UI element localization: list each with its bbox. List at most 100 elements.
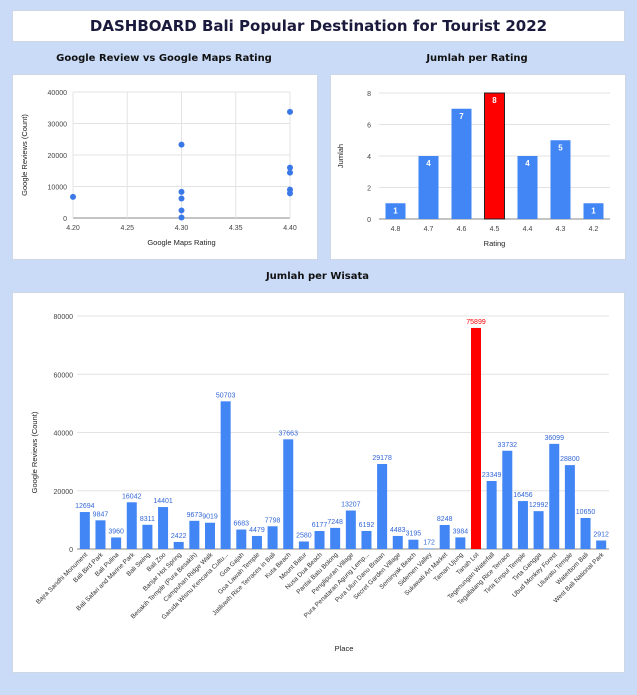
wisata-bar-label: 16456: [513, 492, 533, 499]
dashboard-title: DASHBOARD Bali Popular Destination for T…: [89, 17, 548, 35]
wisata-bar-label: 9673: [187, 512, 203, 519]
scatter-point: [70, 193, 76, 200]
wisata-bar-label: 6683: [234, 521, 250, 528]
wisata-xaxis-label: Place: [335, 644, 354, 653]
scatter-point: [287, 164, 293, 171]
wisata-bar-label: 6192: [359, 522, 375, 529]
rating-ytick-label: 2: [367, 186, 371, 193]
rating-bar: [550, 140, 571, 219]
rating-ytick-label: 8: [367, 91, 371, 98]
wisata-bar: [377, 464, 388, 549]
wisata-bar: [471, 327, 481, 549]
wisata-bar-label: 8311: [140, 516, 155, 523]
wisata-bar-label: 9019: [202, 514, 218, 521]
wisata-bar-label: 13207: [341, 502, 361, 509]
rating-bar: [484, 92, 505, 220]
wisata-bar-label: 2580: [296, 532, 312, 539]
wisata-yaxis-label: Google Reviews (Count): [30, 411, 39, 493]
wisata-bar: [251, 535, 262, 549]
wisata-bar: [486, 480, 497, 549]
wisata-bar-label: 14401: [153, 498, 173, 505]
wisata-bar: [580, 517, 591, 549]
wisata-bar: [79, 512, 90, 549]
wisata-bar: [267, 526, 278, 549]
wisata-bar-label: 23349: [482, 472, 502, 479]
wisata-ytick-label: 80000: [54, 314, 74, 321]
wisata-bar: [392, 535, 403, 549]
scatter-point: [178, 207, 185, 214]
wisata-bar-label: 10650: [576, 509, 596, 516]
scatter-xtick-label: 4.35: [229, 225, 243, 232]
wisata-bar: [205, 522, 215, 549]
rating-xtick-label: 4.2: [589, 226, 599, 233]
wisata-bar: [236, 529, 247, 549]
wisata-bar: [345, 510, 356, 549]
wisata-bar-label: 9847: [93, 511, 109, 518]
wisata-bar: [111, 537, 122, 549]
wisata-bar-label: 33732: [498, 442, 518, 449]
wisata-bar: [314, 531, 325, 549]
scatter-xtick-label: 4.25: [120, 225, 134, 232]
wisata-bar-label: 28800: [560, 456, 580, 463]
wisata-bar: [126, 502, 137, 549]
rating-xtick-label: 4.4: [523, 226, 533, 233]
wisata-bar-label: 37663: [279, 430, 299, 437]
wisata-bar-label: 36099: [545, 435, 565, 442]
wisata-ytick-label: 60000: [54, 372, 74, 379]
scatter-point: [178, 195, 185, 202]
rating-bar-label: 1: [591, 206, 596, 215]
rating-xtick-label: 4.7: [424, 226, 434, 233]
scatter-xtick-label: 4.40: [283, 225, 297, 232]
wisata-bar: [424, 548, 435, 549]
wisata-bar-label: 50703: [216, 392, 236, 399]
scatter-point: [178, 141, 185, 148]
wisata-bar-label: 75899: [466, 319, 486, 326]
rating-bar-label: 4: [426, 159, 431, 168]
scatter-point: [178, 214, 185, 221]
wisata-section-title: Jumlah per Wisata: [265, 271, 370, 282]
wisata-bar-label: 3960: [108, 528, 124, 535]
rating-bar-label: 4: [525, 159, 530, 168]
rating-bar-label: 1: [393, 206, 398, 215]
scatter-point: [287, 108, 293, 115]
rating-bar: [583, 203, 604, 219]
wisata-bar: [439, 524, 450, 549]
rating-bar-label: 5: [558, 143, 563, 152]
wisata-bar: [95, 520, 106, 549]
scatter-ytick-label: 40000: [48, 90, 68, 97]
rating-xtick-label: 4.3: [556, 226, 566, 233]
scatter-ytick-label: 10000: [48, 185, 68, 192]
scatter-point: [287, 169, 293, 176]
scatter-panel: 0 10000 20000 30000 40000 4.20 4.25 4.30 4.35 4.4…: [12, 74, 318, 260]
wisata-ytick-label: 20000: [54, 489, 74, 496]
rating-xtick-label: 4.8: [391, 226, 401, 233]
rating-bar-chart: 0 2 4 6 8 1 4.8 4 4.7 7 4.6 8 4.5 4 4.4 5 4.3 1 4.2 Rating J…: [336, 91, 610, 248]
scatter-yaxis-label: Google Reviews (Count): [20, 114, 29, 196]
wisata-bar: [502, 450, 513, 549]
wisata-bar: [549, 443, 560, 549]
wisata-bar-label: 3195: [406, 531, 422, 538]
wisata-bar: [283, 439, 294, 549]
rating-xaxis-label: Rating: [484, 239, 506, 248]
rating-xtick-label: 4.6: [457, 226, 467, 233]
rating-section-title: Jumlah per Rating: [426, 53, 528, 64]
scatter-xaxis-label: Google Maps Rating: [147, 238, 215, 247]
rating-bar-label: 7: [459, 112, 464, 121]
wisata-bar: [408, 539, 419, 549]
rating-xtick-label: 4.5: [490, 226, 500, 233]
wisata-bar: [220, 401, 231, 549]
wisata-bar-label: 12694: [75, 503, 95, 510]
wisata-bar: [533, 511, 544, 549]
wisata-bar: [517, 501, 528, 549]
rating-bar: [418, 156, 439, 219]
wisata-bar: [158, 507, 169, 549]
scatter-chart: 0 10000 20000 30000 40000 4.20 4.25 4.30 4.35 4.4…: [20, 90, 297, 247]
scatter-xtick-label: 4.30: [175, 225, 189, 232]
wisata-bar: [330, 527, 341, 549]
wisata-bar: [173, 541, 184, 549]
scatter-ytick-label: 20000: [48, 153, 68, 160]
wisata-bar-label: 2422: [171, 533, 187, 540]
dashboard-title-bar: DASHBOARD Bali Popular Destination for T…: [12, 10, 625, 42]
scatter-ytick-label: 30000: [48, 122, 68, 129]
